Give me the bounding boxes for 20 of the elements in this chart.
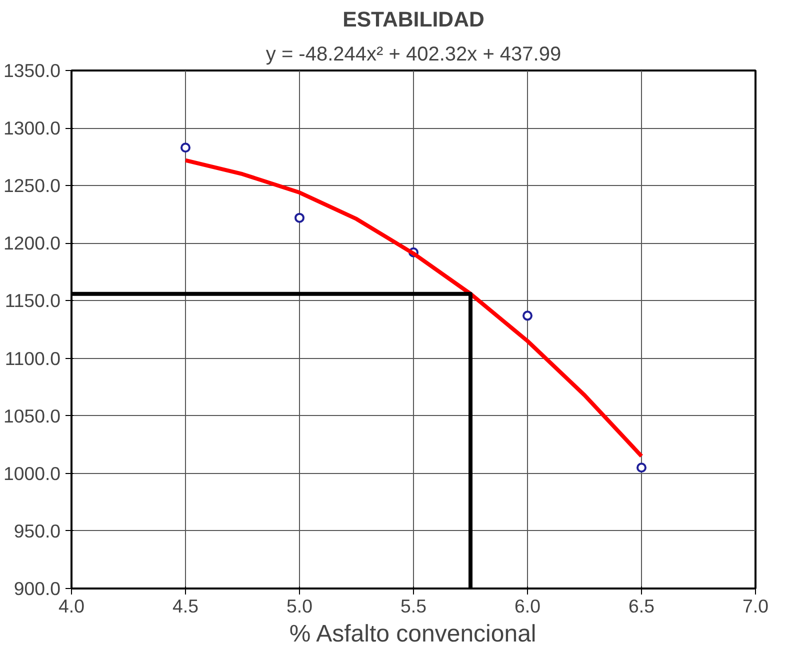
y-tick-label: 1150.0 <box>4 290 61 312</box>
x-tick-label: 6.5 <box>628 596 654 616</box>
y-tick-label: 1050.0 <box>3 405 60 426</box>
chart-title: ESTABILIDAD <box>342 8 484 32</box>
text: y = -48.244x² + 402.32x + 437.99 <box>266 44 562 66</box>
y-tick-label: 1350.0 <box>3 60 60 81</box>
y-tick-label: 1000.0 <box>3 462 60 484</box>
y-tick-label: 1200.0 <box>3 232 60 254</box>
x-tick-label: 4.0 <box>58 596 84 616</box>
y-tick-label: 1250.0 <box>3 175 60 196</box>
y-tick-label: 950.0 <box>14 520 60 542</box>
x-tick-label: 4.5 <box>172 596 198 616</box>
x-tick-label: 7.0 <box>742 596 768 616</box>
x-tick-label: 6.0 <box>514 596 540 616</box>
x-tick-label: 5.0 <box>286 596 312 616</box>
y-tick-label: 1300.0 <box>3 118 60 139</box>
y-tick-label: 900.0 <box>14 578 60 599</box>
y-tick-label: 1100.0 <box>4 348 61 369</box>
x-axis-title: % Asfalto convencional <box>289 620 536 648</box>
x-tick-label: 5.5 <box>400 596 426 616</box>
